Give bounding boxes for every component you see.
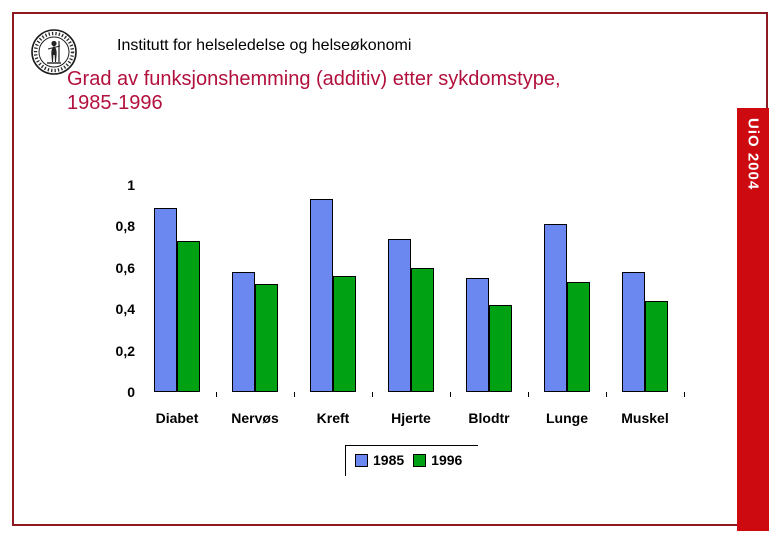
uio-sidebar: UiO 2004 bbox=[737, 108, 769, 531]
category-label-diabet: Diabet bbox=[155, 410, 199, 426]
bar-group-nervøs bbox=[216, 165, 294, 392]
category-label-blodtr: Blodtr bbox=[468, 410, 510, 426]
legend-item-1996: 1996 bbox=[413, 452, 462, 468]
bar-group-blodtr bbox=[450, 165, 528, 392]
institute-header: Institutt for helseledelse og helseøkono… bbox=[117, 37, 412, 54]
x-axis-tick bbox=[606, 392, 607, 397]
x-axis-tick bbox=[684, 392, 685, 397]
y-tick-label: 1 bbox=[127, 177, 135, 193]
bar-1985-diabet bbox=[154, 208, 177, 392]
bar-1985-kreft bbox=[310, 199, 333, 392]
x-axis-tick bbox=[528, 392, 529, 397]
bar-group-diabet bbox=[138, 165, 216, 392]
legend-label-1985: 1985 bbox=[373, 452, 405, 468]
uio-sidebar-label: UiO 2004 bbox=[744, 118, 762, 191]
bar-group-lunge bbox=[528, 165, 606, 392]
plot-area bbox=[138, 165, 684, 392]
bar-group-hjerte bbox=[372, 165, 450, 392]
slide-title-line2: 1985-1996 bbox=[67, 92, 163, 114]
bar-1985-nervøs bbox=[232, 272, 255, 392]
x-axis-tick bbox=[450, 392, 451, 397]
bar-group-kreft bbox=[294, 165, 372, 392]
university-of-oslo-seal-icon bbox=[31, 29, 77, 75]
category-label-kreft: Kreft bbox=[316, 410, 350, 426]
y-tick-label: 0,8 bbox=[115, 218, 135, 235]
bar-1996-hjerte bbox=[411, 268, 434, 392]
bar-1985-lunge bbox=[544, 224, 567, 392]
bar-1996-blodtr bbox=[489, 305, 512, 392]
legend-swatch-1985 bbox=[355, 453, 368, 467]
legend-item-1985: 1985 bbox=[355, 452, 404, 468]
category-label-nervøs: Nervøs bbox=[231, 410, 279, 426]
category-label-hjerte: Hjerte bbox=[391, 410, 431, 426]
y-tick-label: 0 bbox=[127, 384, 135, 400]
x-axis-tick bbox=[372, 392, 373, 397]
bar-1996-muskel bbox=[645, 301, 668, 392]
y-tick-label: 0,2 bbox=[115, 342, 135, 359]
chart-legend: 1985 1996 bbox=[345, 445, 479, 476]
slide-title: Grad av funksjonshemming (additiv) etter… bbox=[67, 67, 727, 115]
y-tick-label: 0,6 bbox=[115, 259, 135, 276]
bar-1985-hjerte bbox=[388, 239, 411, 392]
x-axis-tick bbox=[294, 392, 295, 397]
legend-label-1996: 1996 bbox=[431, 452, 463, 468]
bar-1996-kreft bbox=[333, 276, 356, 392]
bar-1996-lunge bbox=[567, 282, 590, 392]
bar-1985-muskel bbox=[622, 272, 645, 392]
slide-title-line1: Grad av funksjonshemming (additiv) etter… bbox=[67, 68, 561, 90]
bar-1985-blodtr bbox=[466, 278, 489, 392]
legend-swatch-1996 bbox=[413, 453, 427, 467]
bar-1996-nervøs bbox=[255, 284, 278, 392]
y-tick-label: 0,4 bbox=[115, 301, 135, 318]
bar-1996-diabet bbox=[177, 241, 200, 392]
x-axis-tick bbox=[216, 392, 217, 397]
category-label-lunge: Lunge bbox=[546, 410, 588, 426]
bar-group-muskel bbox=[606, 165, 684, 392]
category-label-muskel: Muskel bbox=[621, 410, 669, 426]
